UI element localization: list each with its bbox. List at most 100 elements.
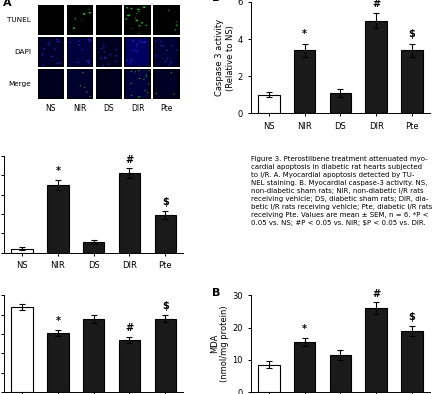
Bar [294, 50, 315, 113]
Text: NIR: NIR [73, 104, 87, 113]
Circle shape [132, 40, 134, 41]
Text: #: # [372, 288, 380, 299]
Circle shape [131, 95, 132, 96]
Text: *: * [302, 29, 307, 39]
Circle shape [54, 48, 56, 50]
Circle shape [139, 78, 140, 79]
Bar [330, 93, 351, 113]
Circle shape [125, 19, 127, 20]
Text: *: * [55, 166, 60, 176]
Circle shape [166, 50, 168, 51]
Circle shape [135, 18, 136, 19]
Text: Pte: Pte [161, 104, 173, 113]
Bar [124, 69, 151, 99]
Circle shape [89, 39, 91, 40]
Text: NS: NS [46, 104, 56, 113]
Circle shape [100, 58, 102, 59]
Circle shape [173, 93, 175, 95]
Circle shape [135, 71, 136, 72]
Text: DAPI: DAPI [14, 49, 31, 55]
Circle shape [156, 93, 157, 94]
Circle shape [149, 70, 150, 71]
Text: DS: DS [104, 104, 114, 113]
Circle shape [87, 60, 89, 61]
Circle shape [129, 62, 131, 63]
Bar [12, 249, 33, 253]
Bar [97, 38, 121, 66]
Bar [38, 5, 64, 35]
Circle shape [57, 63, 59, 64]
Text: *: * [302, 324, 307, 334]
Bar [67, 69, 93, 99]
Circle shape [143, 6, 146, 8]
Bar [294, 342, 315, 392]
Circle shape [145, 76, 147, 77]
Circle shape [156, 55, 158, 57]
Circle shape [47, 44, 49, 45]
Bar [153, 37, 180, 67]
Circle shape [104, 51, 106, 53]
Circle shape [165, 60, 167, 61]
Circle shape [83, 13, 86, 15]
Circle shape [83, 72, 84, 73]
Circle shape [166, 58, 168, 59]
Text: A: A [3, 0, 11, 7]
Bar [330, 355, 351, 392]
Bar [97, 70, 121, 98]
Bar [83, 319, 105, 392]
Circle shape [77, 41, 79, 42]
Circle shape [141, 42, 143, 43]
Bar [126, 70, 149, 98]
Circle shape [143, 42, 146, 43]
Bar [155, 215, 176, 253]
Circle shape [130, 8, 133, 9]
Text: #: # [372, 0, 380, 9]
Circle shape [130, 59, 133, 61]
Text: B: B [212, 0, 220, 3]
Circle shape [136, 13, 137, 14]
Circle shape [126, 60, 128, 61]
Bar [67, 5, 93, 35]
Circle shape [105, 58, 107, 59]
Circle shape [138, 25, 140, 26]
Bar [365, 20, 387, 113]
Circle shape [136, 43, 138, 45]
Text: $: $ [162, 301, 168, 311]
Bar [401, 50, 422, 113]
Circle shape [86, 91, 88, 92]
Text: Figure 3. Pterostilbene treatment attenuated myo-
cardial apoptosis in diabetic : Figure 3. Pterostilbene treatment attenu… [251, 156, 432, 226]
Circle shape [162, 45, 164, 46]
Bar [124, 37, 151, 67]
Bar [95, 5, 122, 35]
Bar [83, 242, 105, 253]
Circle shape [138, 97, 139, 98]
Circle shape [73, 28, 75, 29]
Circle shape [129, 15, 130, 16]
Circle shape [141, 22, 143, 24]
Circle shape [77, 62, 79, 63]
Text: $: $ [409, 312, 415, 322]
Circle shape [138, 11, 140, 12]
Bar [155, 38, 178, 66]
Circle shape [138, 33, 140, 34]
Circle shape [89, 96, 91, 97]
Circle shape [115, 49, 118, 50]
Y-axis label: Caspase 3 activity
(Relative to NS): Caspase 3 activity (Relative to NS) [215, 19, 235, 96]
Bar [68, 38, 92, 66]
Circle shape [144, 90, 146, 91]
Circle shape [172, 45, 174, 46]
Circle shape [115, 55, 118, 56]
Bar [95, 37, 122, 67]
Bar [155, 318, 176, 392]
Circle shape [130, 83, 132, 84]
Circle shape [103, 45, 105, 47]
Bar [39, 70, 63, 98]
Bar [12, 307, 33, 392]
Circle shape [114, 61, 117, 62]
Circle shape [56, 39, 58, 40]
Bar [365, 308, 387, 392]
Y-axis label: MDA
(nmol/mg protein): MDA (nmol/mg protein) [210, 305, 229, 382]
Bar [38, 37, 64, 67]
Circle shape [42, 64, 44, 66]
Circle shape [48, 42, 51, 43]
